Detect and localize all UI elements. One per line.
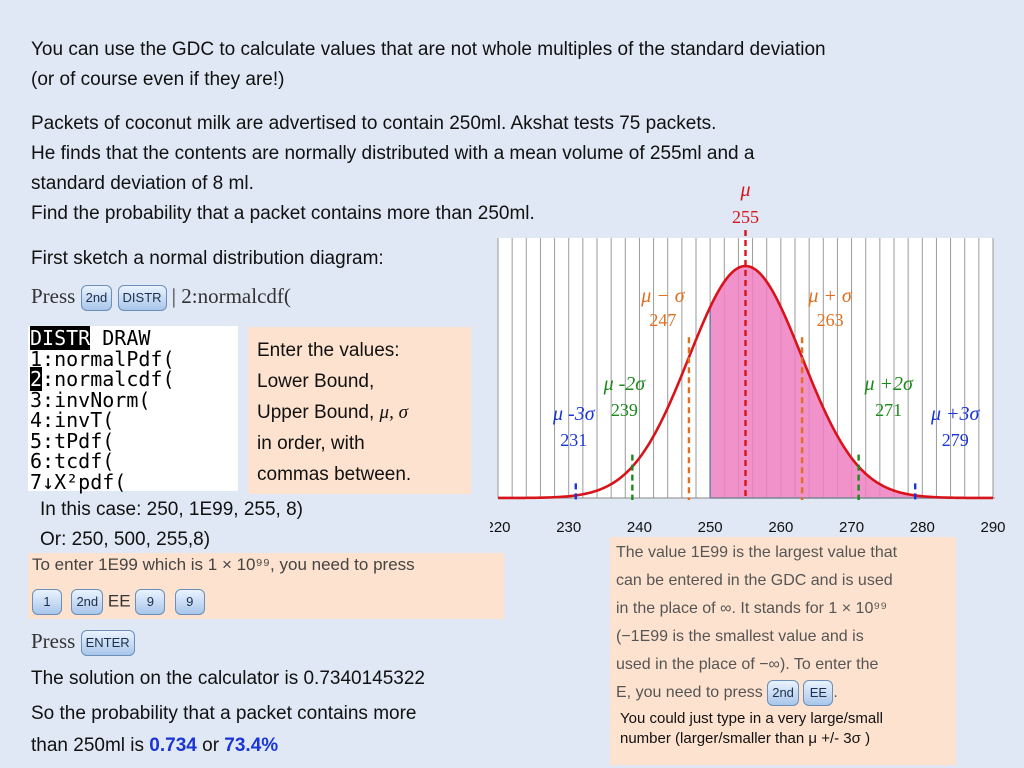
- problem-line-2: He finds that the contents are normally …: [31, 143, 755, 164]
- ee-label: EE: [107, 591, 131, 611]
- mu-sigma-symbols: μ, σ: [379, 402, 408, 423]
- marker-label-255: μ: [739, 179, 750, 201]
- problem-line-1: Packets of coconut milk are advertised t…: [31, 113, 717, 134]
- key-1: 1: [32, 589, 62, 615]
- marker-value-231: 231: [560, 430, 587, 450]
- solution-line-3: than 250ml is 0.734 or 73.4%: [31, 735, 279, 756]
- info-line: used in the place of −∞). To enter the: [616, 656, 879, 673]
- calc-menu-item: 6:tcdf(: [30, 449, 115, 473]
- enter-values-line-3: Upper Bound, μ, σ: [257, 402, 408, 423]
- calc-tab-draw: DRAW: [90, 326, 151, 350]
- enter-values-box: Enter the values: Lower Bound, Upper Bou…: [248, 327, 471, 494]
- marker-label-263: μ + σ: [807, 285, 853, 307]
- key-distr: DISTR: [117, 285, 167, 312]
- calc-tab-distr: DISTR: [30, 326, 91, 350]
- marker-value-279: 279: [942, 430, 969, 450]
- info-line: The value 1E99 is the largest value that: [616, 544, 898, 561]
- calculator-screen: DISTR DRAW 1:normalPdf( 2:normalcdf( 3:i…: [28, 326, 238, 494]
- info-line: (−1E99 is the smallest value and is: [616, 628, 864, 645]
- marker-value-239: 239: [611, 400, 638, 420]
- enter-values-line-1: Enter the values:: [257, 340, 400, 361]
- calc-menu-item: 4:invT(: [30, 408, 115, 432]
- problem-line-4: Find the probability that a packet conta…: [31, 203, 535, 224]
- calc-menu-item: 3:invNorm(: [30, 387, 151, 412]
- info-note-1: You could just type in a very large/smal…: [620, 710, 883, 727]
- info-note-2: number (larger/smaller than μ +/- 3σ ): [620, 730, 871, 747]
- marker-label-279: μ +3σ: [930, 403, 981, 425]
- normal-distribution-chart: μ 255 μ − σ 247 μ + σ 263 μ -2σ 239 μ +2σ 271 μ -3…: [490, 179, 1006, 536]
- intro-line-2: (or of course even if they are!): [31, 69, 285, 90]
- key-enter: ENTER: [80, 630, 135, 657]
- sketch-instruction: First sketch a normal distribution diagr…: [31, 248, 384, 269]
- x-tick-label: 230: [556, 519, 581, 536]
- key-2nd: 2nd: [71, 589, 104, 615]
- enter-values-line-2: Lower Bound,: [257, 371, 375, 392]
- enter-1e99-keys: 1 2nd EE 9 9: [32, 589, 205, 615]
- calc-menu-item-selected: 2:normalcdf(: [30, 367, 175, 391]
- press-label: Press: [31, 284, 76, 308]
- enter-values-line-4: in order, with: [257, 433, 365, 454]
- solution-line-1: The solution on the calculator is 0.7340…: [31, 668, 425, 689]
- enter-1e99-box: To enter 1E99 which is 1 × 10⁹⁹, you nee…: [28, 553, 504, 619]
- normalcdf-label: | 2:normalcdf(: [171, 284, 291, 308]
- marker-label-247: μ − σ: [640, 285, 686, 307]
- info-line: E, you need to press 2nd EE.: [616, 679, 956, 707]
- marker-value-255: 255: [732, 207, 759, 227]
- info-1e99-box: The value 1E99 is the largest value that…: [610, 537, 956, 765]
- x-tick-label: 270: [839, 519, 864, 536]
- calc-menu-item: 1:normalPdf(: [30, 346, 175, 371]
- shaded-area: [710, 266, 993, 498]
- marker-value-271: 271: [875, 400, 902, 420]
- x-tick-label: 260: [768, 519, 793, 536]
- marker-value-263: 263: [817, 310, 844, 330]
- marker-value-247: 247: [649, 310, 676, 330]
- this-case-line-2: Or: 250, 500, 255,8): [40, 529, 211, 550]
- enter-1e99-text: To enter 1E99 which is 1 × 10⁹⁹, you nee…: [32, 555, 415, 574]
- intro-line-1: You can use the GDC to calculate values …: [31, 39, 826, 60]
- key-9: 9: [135, 589, 166, 615]
- key-2nd: 2nd: [80, 285, 113, 312]
- calc-menu-item: 5:tPdf(: [30, 428, 115, 453]
- problem-line-3: standard deviation of 8 ml.: [31, 173, 254, 194]
- enter-values-line-5: commas between.: [257, 464, 412, 485]
- x-tick-label: 280: [910, 519, 935, 536]
- solution-line-2: So the probability that a packet contain…: [31, 703, 417, 724]
- key-ee: EE: [803, 679, 834, 706]
- info-line: in the place of ∞. It stands for 1 × 10⁹…: [616, 600, 888, 617]
- calc-header: DISTR DRAW: [30, 326, 238, 350]
- calc-menu-item: 7↓X²pdf(: [30, 469, 127, 494]
- x-tick-label: 240: [627, 519, 652, 536]
- key-9: 9: [174, 589, 205, 615]
- x-tick-label: 220: [490, 519, 511, 536]
- key-2nd: 2nd: [767, 679, 799, 706]
- x-tick-label: 290: [980, 519, 1005, 536]
- press-distr-line: Press 2nd DISTR | 2:normalcdf(: [31, 281, 291, 312]
- press-label: Press: [31, 629, 76, 653]
- marker-label-231: μ -3σ: [552, 403, 596, 425]
- press-enter-line: Press ENTER: [31, 626, 135, 657]
- x-tick-label: 250: [698, 519, 723, 536]
- marker-label-239: μ -2σ: [603, 373, 647, 395]
- answer-decimal: 0.734: [149, 735, 197, 756]
- info-line: can be entered in the GDC and is used: [616, 572, 893, 589]
- this-case-line-1: In this case: 250, 1E99, 255, 8): [40, 499, 304, 520]
- marker-label-271: μ +2σ: [863, 373, 914, 395]
- answer-percent: 73.4%: [224, 735, 279, 756]
